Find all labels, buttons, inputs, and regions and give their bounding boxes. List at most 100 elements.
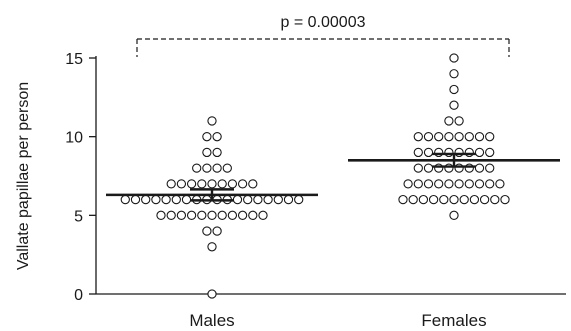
p-value-annotation: p = 0.00003 bbox=[281, 14, 366, 31]
data-point bbox=[423, 179, 434, 189]
data-point bbox=[294, 194, 304, 205]
data-point bbox=[253, 194, 263, 205]
data-point bbox=[449, 84, 459, 95]
data-point bbox=[485, 179, 495, 189]
data-point bbox=[212, 147, 222, 158]
data-point bbox=[454, 179, 464, 189]
y-tick-label: 10 bbox=[65, 130, 83, 147]
data-point bbox=[464, 163, 474, 173]
data-point bbox=[459, 194, 469, 205]
data-point bbox=[469, 194, 480, 205]
data-point bbox=[434, 147, 444, 158]
data-point bbox=[217, 179, 227, 189]
data-point bbox=[444, 163, 454, 173]
data-point bbox=[232, 194, 243, 205]
category-label-females: Females bbox=[421, 311, 486, 330]
data-point bbox=[418, 194, 429, 205]
data-point bbox=[485, 147, 495, 158]
data-point bbox=[423, 147, 434, 158]
data-point bbox=[186, 210, 197, 220]
data-point bbox=[434, 163, 444, 173]
data-point bbox=[273, 194, 283, 205]
data-point bbox=[207, 179, 217, 189]
data-point bbox=[258, 210, 268, 220]
data-point bbox=[495, 179, 505, 189]
data-point bbox=[237, 210, 248, 220]
data-point bbox=[243, 194, 253, 205]
data-point bbox=[166, 179, 176, 189]
data-point bbox=[283, 194, 294, 205]
data-point bbox=[454, 116, 464, 126]
data-point bbox=[156, 210, 166, 220]
data-point bbox=[428, 194, 439, 205]
data-point bbox=[202, 147, 212, 158]
data-point bbox=[474, 163, 485, 173]
data-point bbox=[161, 194, 171, 205]
data-point bbox=[217, 210, 227, 220]
data-point bbox=[413, 163, 423, 173]
data-point bbox=[202, 132, 212, 142]
data-point bbox=[449, 210, 459, 220]
data-point bbox=[197, 179, 207, 189]
data-point bbox=[490, 194, 500, 205]
data-point bbox=[500, 194, 510, 205]
data-point bbox=[449, 53, 459, 63]
y-tick-label: 5 bbox=[74, 208, 83, 225]
data-point bbox=[444, 147, 454, 158]
data-point bbox=[207, 289, 217, 299]
data-point bbox=[248, 179, 258, 189]
data-point bbox=[181, 194, 192, 205]
data-point bbox=[130, 194, 141, 205]
data-point bbox=[444, 179, 454, 189]
data-point bbox=[212, 132, 222, 142]
data-point bbox=[166, 210, 176, 220]
category-label-males: Males bbox=[189, 311, 234, 330]
data-point bbox=[248, 210, 258, 220]
data-point bbox=[474, 147, 485, 158]
data-point bbox=[141, 194, 151, 205]
data-point bbox=[464, 147, 474, 158]
y-axis-label: Vallate papillae per person bbox=[15, 82, 32, 270]
data-point bbox=[464, 179, 474, 189]
y-ticks: 0 5 10 15 bbox=[65, 51, 96, 304]
data-point bbox=[151, 194, 161, 205]
data-point bbox=[434, 179, 444, 189]
data-point bbox=[449, 69, 459, 79]
data-point bbox=[479, 194, 490, 205]
data-point bbox=[202, 226, 212, 236]
data-point bbox=[444, 132, 454, 142]
data-point bbox=[398, 194, 408, 205]
data-point bbox=[207, 210, 217, 220]
data-point bbox=[212, 226, 222, 236]
data-point bbox=[413, 132, 423, 142]
data-point bbox=[454, 163, 464, 173]
data-point bbox=[454, 147, 464, 158]
data-point bbox=[176, 179, 187, 189]
data-point bbox=[413, 147, 423, 158]
significance-bracket bbox=[136, 38, 510, 57]
data-point bbox=[263, 194, 273, 205]
data-point bbox=[485, 163, 495, 173]
axes bbox=[95, 56, 566, 295]
data-point bbox=[202, 163, 212, 173]
data-point bbox=[474, 132, 485, 142]
data-point bbox=[439, 194, 449, 205]
data-point bbox=[222, 163, 232, 173]
data-point bbox=[207, 242, 217, 252]
mean-sem-bars bbox=[106, 152, 560, 202]
data-point bbox=[171, 194, 181, 205]
data-point bbox=[423, 132, 434, 142]
data-point bbox=[423, 163, 434, 173]
data-point bbox=[227, 210, 238, 220]
data-point bbox=[449, 100, 459, 110]
data-point bbox=[186, 179, 197, 189]
data-point bbox=[454, 132, 464, 142]
data-point bbox=[212, 163, 222, 173]
data-point bbox=[449, 194, 459, 205]
data-point bbox=[192, 163, 202, 173]
data-point bbox=[237, 179, 248, 189]
data-point bbox=[413, 179, 423, 189]
y-tick-label: 0 bbox=[74, 287, 83, 304]
data-point bbox=[408, 194, 418, 205]
